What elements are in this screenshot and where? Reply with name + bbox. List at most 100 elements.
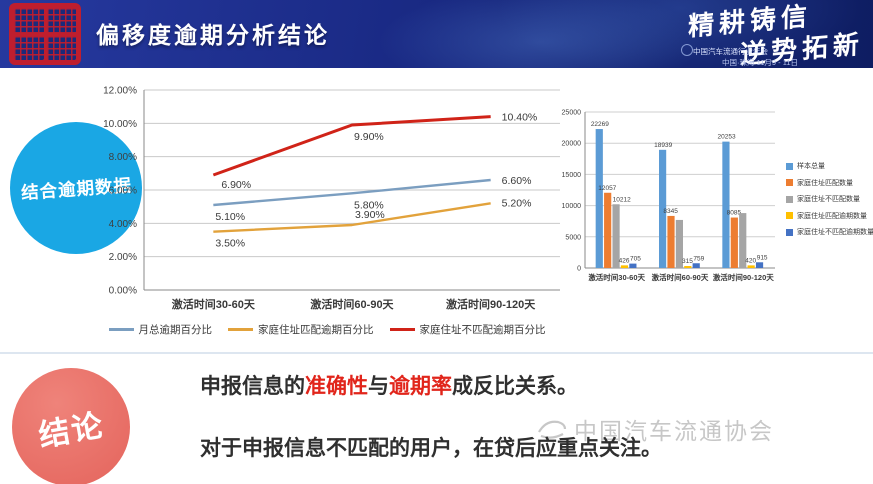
legend-item: 家庭住址匹配逾期数量 — [786, 211, 873, 221]
line-series-1 — [213, 202, 491, 233]
page-title: 偏移度逾期分析结论 — [96, 22, 330, 48]
bar-chart: 0 5000 10000 15000 20000 25000 22269 18939 20253… — [562, 110, 775, 282]
data-label: 18939 — [654, 142, 672, 149]
data-label: 759 — [693, 255, 704, 262]
data-label: 3.50% — [215, 238, 245, 250]
y-tick-label: 6.00% — [109, 186, 137, 197]
conclusion-line-1: 申报信息的准确性与逾期率成反比关系。 — [200, 370, 578, 400]
bar-3-0 — [620, 265, 629, 268]
bar-0-2 — [722, 141, 730, 268]
x-category-label: 激活时间60-90天 — [310, 297, 394, 311]
legend-label: 家庭住址不匹配数量 — [797, 196, 860, 203]
bar-1-1 — [667, 215, 675, 268]
x-category-label: 激活时间30-60天 — [172, 297, 256, 311]
bar-4-0 — [629, 263, 637, 268]
legend-label: 家庭住址匹配逾期数量 — [797, 212, 867, 220]
legend-item: 样本总量 — [786, 161, 873, 171]
legend-label: 家庭住址匹配逾期百分比 — [258, 324, 374, 336]
conclusion-badge-label: 结论 — [35, 406, 108, 453]
x-category-label: 激活时间90-120天 — [713, 272, 774, 282]
y-tick-label: 5000 — [565, 234, 581, 241]
y-tick-label: 10000 — [562, 203, 582, 210]
bar-2-1 — [675, 219, 683, 268]
conclusion-line-2: 对于申报信息不匹配的用户，在贷后应重点关注。 — [200, 437, 662, 460]
legend-swatch — [786, 179, 793, 186]
data-label: 12057 — [598, 185, 616, 192]
seal-cell — [14, 8, 44, 33]
watermark-text: 中国汽车流通协会 — [574, 418, 774, 444]
conclusion-text: 成反比关系。 — [452, 375, 578, 398]
section-divider — [0, 352, 873, 354]
data-label: 705 — [630, 256, 641, 263]
y-tick-label: 10.00% — [103, 119, 137, 130]
y-tick-label: 8.00% — [109, 152, 137, 163]
bar-2-2 — [739, 213, 747, 268]
legend-swatch — [786, 212, 793, 219]
seal-cell — [14, 35, 44, 60]
y-tick-label: 2.00% — [109, 252, 137, 263]
line-chart-legend: 月总逾期百分比 家庭住址匹配逾期百分比 家庭住址不匹配逾期百分比 — [88, 322, 566, 337]
legend-label: 月总逾期百分比 — [138, 324, 213, 336]
legend-swatch — [786, 162, 793, 170]
bar-4-2 — [755, 262, 764, 268]
bar-1-2 — [730, 217, 738, 268]
legend-label: 家庭住址不匹配逾期数量 — [797, 229, 873, 236]
overdue-data-badge: 结合逾期数据 — [10, 122, 142, 254]
seal-cell — [46, 35, 76, 60]
y-tick-label: 25000 — [562, 110, 582, 117]
data-label: 10.40% — [502, 112, 538, 124]
conclusion-badge: 结论 — [12, 368, 130, 484]
event-logo-icon — [681, 44, 693, 56]
event-location-date: 中国·珠海 11月9 - 11日 — [722, 58, 798, 67]
legend-label: 家庭住址匹配数量 — [797, 179, 853, 187]
data-label: 10212 — [613, 196, 631, 203]
bar-2-0 — [612, 204, 620, 268]
cada-watermark-logo-icon — [538, 420, 567, 439]
line-chart: 0.00% 2.00% 4.00% 6.00% 8.00% 10.00% 12.00% 5.1… — [103, 86, 560, 311]
data-label: 426 — [619, 257, 630, 264]
data-label: 9.90% — [354, 131, 384, 143]
legend-label: 样本总量 — [797, 163, 825, 170]
y-tick-label: 12.00% — [103, 86, 137, 97]
data-label: 8345 — [663, 208, 678, 215]
line-series-2 — [212, 115, 491, 177]
legend-item: 家庭住址匹配数量 — [786, 178, 873, 188]
data-label: 5.80% — [354, 199, 384, 211]
data-label: 420 — [745, 257, 756, 264]
data-label: 315 — [682, 258, 693, 265]
header: 偏移度逾期分析结论 精耕铸信 逆势拓新 中国汽车流通行业年会 中国·珠海 11月… — [0, 0, 873, 69]
x-category-label: 激活时间60-90天 — [652, 272, 709, 282]
conclusion-highlight-overdue-rate: 逾期率 — [389, 375, 452, 398]
y-tick-label: 4.00% — [109, 219, 137, 230]
seal-cell — [46, 8, 76, 33]
legend-item: 家庭住址不匹配逾期百分比 — [389, 322, 546, 337]
legend-swatch — [786, 195, 793, 203]
legend-swatch — [228, 328, 253, 331]
data-label: 20253 — [717, 134, 735, 141]
legend-item: 家庭住址不匹配数量 — [786, 194, 873, 204]
bar-0-0 — [595, 129, 603, 268]
watermark: 中国汽车流通协会 — [536, 412, 774, 446]
conclusion-highlight-accuracy: 准确性 — [305, 375, 368, 398]
y-tick-label: 0 — [577, 266, 581, 273]
legend-label: 家庭住址不匹配逾期百分比 — [419, 324, 546, 336]
event-name: 中国汽车流通行业年会 — [693, 47, 768, 56]
x-category-label: 激活时间90-120天 — [446, 297, 536, 311]
bar-3-2 — [747, 265, 755, 268]
seal-logo-icon — [9, 3, 81, 65]
data-label: 3.90% — [355, 209, 385, 221]
data-label: 915 — [757, 254, 768, 261]
data-label: 6.90% — [221, 179, 251, 191]
data-label: 6.60% — [502, 175, 532, 187]
legend-item: 月总逾期百分比 — [108, 322, 213, 337]
bar-0-1 — [659, 149, 667, 268]
conclusion-text: 申报信息的 — [200, 375, 305, 398]
legend-item: 家庭住址匹配逾期百分比 — [228, 322, 374, 337]
data-label: 8085 — [727, 210, 742, 217]
legend-swatch — [786, 228, 793, 236]
x-category-label: 激活时间30-60天 — [588, 272, 645, 282]
data-label: 22269 — [591, 121, 609, 128]
bar-chart-legend: 样本总量家庭住址匹配数量 家庭住址不匹配数量 家庭住址匹配逾期数量 家庭住址不匹配逾期… — [786, 161, 873, 237]
y-tick-label: 20000 — [562, 141, 582, 148]
legend-swatch — [108, 328, 134, 331]
